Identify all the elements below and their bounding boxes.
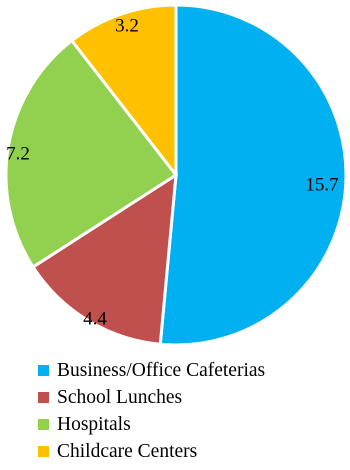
pie-slice-business-office-cafeterias <box>158 3 348 347</box>
legend-item: Childcare Centers <box>38 438 265 465</box>
legend-item: Hospitals <box>38 411 265 438</box>
legend-item: Business/Office Cafeterias <box>38 357 265 384</box>
legend-label: Hospitals <box>57 413 131 435</box>
slices-layer <box>4 3 348 347</box>
legend-swatch-icon <box>38 419 49 430</box>
data-label: 4.4 <box>83 308 107 329</box>
data-label: 3.2 <box>115 15 139 36</box>
pie-slice-hospitals <box>4 38 179 270</box>
pie-slice-childcare-centers <box>69 3 178 180</box>
legend-swatch-icon <box>38 446 49 457</box>
legend-swatch-icon <box>38 365 49 376</box>
legend-label: School Lunches <box>57 386 183 408</box>
pie-plot-area: 15.7 4.4 7.2 3.2 <box>4 3 348 347</box>
pie-slice-school-lunches <box>30 172 178 346</box>
legend-label: Business/Office Cafeterias <box>57 359 266 381</box>
legend-swatch-icon <box>38 392 49 403</box>
legend: Business/Office Cafeterias School Lunches… <box>38 357 265 465</box>
data-labels-layer: 15.7 4.4 7.2 3.2 <box>6 15 339 329</box>
legend-label: Childcare Centers <box>57 440 198 462</box>
data-label: 7.2 <box>6 143 30 164</box>
legend-item: School Lunches <box>38 384 265 411</box>
data-label: 15.7 <box>305 174 338 195</box>
